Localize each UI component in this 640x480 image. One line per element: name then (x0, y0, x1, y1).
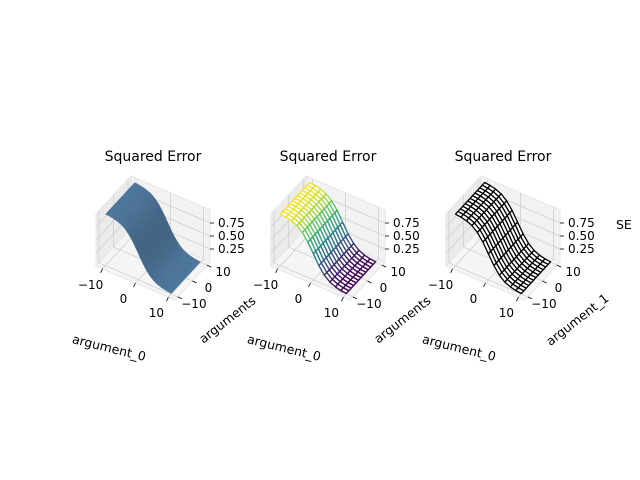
surface-patch (340, 287, 350, 295)
y-tick-mark (527, 296, 533, 300)
x-tick-mark (516, 296, 519, 302)
z-tick-label: 0.25 (568, 242, 595, 256)
subplot-2: Squared Error −10010−100100.250.500.75ar… (246, 149, 434, 364)
z-axis-label: SE (616, 217, 632, 232)
subplot-1-title: Squared Error (105, 149, 202, 165)
x-tick-mark (308, 282, 311, 288)
x-tick-label: 0 (470, 292, 478, 306)
z-tick-label: 0.50 (218, 229, 245, 243)
x-tick-mark (275, 268, 278, 274)
x-tick-mark (450, 268, 453, 274)
z-tick-label: 0.50 (393, 229, 420, 243)
x-tick-mark (133, 282, 136, 288)
z-tick-label: 0.75 (218, 216, 245, 230)
y-tick-label: 0 (380, 281, 388, 295)
y-tick-mark (381, 264, 387, 268)
y-tick-mark (542, 280, 547, 284)
z-tick-label: 0.75 (568, 216, 595, 230)
x-tick-label: 0 (295, 292, 303, 306)
y-tick-label: −10 (356, 297, 381, 311)
subplot-3: Squared Error −10010−100100.250.500.75ar… (421, 149, 632, 364)
y-tick-mark (352, 296, 358, 300)
y-tick-mark (177, 296, 183, 300)
subplot-3-title: Squared Error (455, 149, 552, 165)
x-tick-mark (166, 296, 169, 302)
x-tick-mark (341, 296, 344, 302)
x-tick-label: −10 (253, 278, 278, 292)
x-axis-label: argument_0 (71, 331, 148, 364)
y-tick-label: 10 (215, 265, 230, 279)
x-axis-label: argument_0 (246, 331, 323, 364)
subplot-2-title: Squared Error (280, 149, 377, 165)
z-tick-label: 0.75 (393, 216, 420, 230)
y-tick-label: 10 (390, 265, 405, 279)
y-tick-label: −10 (531, 297, 556, 311)
x-tick-label: −10 (428, 278, 453, 292)
x-tick-mark (100, 268, 103, 274)
y-tick-label: 10 (565, 265, 580, 279)
y-tick-mark (367, 280, 372, 284)
y-tick-mark (556, 264, 562, 268)
y-tick-label: 0 (555, 281, 563, 295)
x-tick-label: 10 (149, 306, 164, 320)
x-tick-label: 10 (499, 306, 514, 320)
z-tick-label: 0.25 (393, 242, 420, 256)
surface-patch (168, 291, 173, 294)
y-tick-mark (192, 280, 197, 284)
z-tick-label: 0.50 (568, 229, 595, 243)
y-tick-label: −10 (181, 297, 206, 311)
surface-patch (515, 287, 525, 295)
x-tick-label: 10 (324, 306, 339, 320)
subplot-1: Squared Error −10010−100100.250.500.75ar… (71, 149, 259, 364)
x-tick-label: −10 (78, 278, 103, 292)
x-axis-label: argument_0 (421, 331, 498, 364)
z-tick-label: 0.25 (218, 242, 245, 256)
y-tick-mark (206, 264, 212, 268)
x-tick-label: 0 (120, 292, 128, 306)
x-tick-mark (483, 282, 486, 288)
grid-line (168, 258, 204, 298)
y-tick-label: 0 (205, 281, 213, 295)
